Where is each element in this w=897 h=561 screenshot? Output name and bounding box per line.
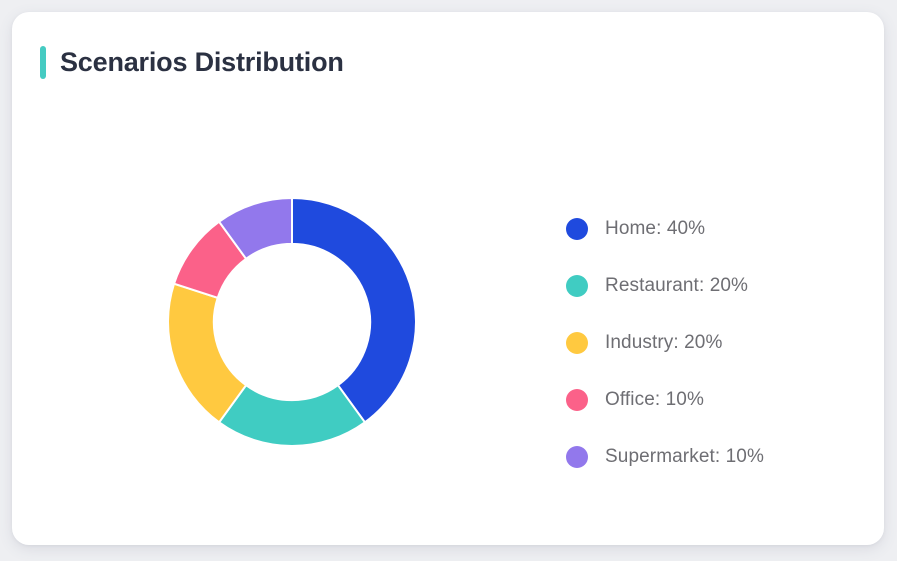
legend-swatch-icon	[566, 217, 588, 240]
donut-chart: Home: 40%Restaurant: 20%Industry: 20%Off…	[162, 192, 422, 452]
donut-slice-group: Home: 40%Restaurant: 20%Industry: 20%Off…	[167, 196, 417, 447]
legend-item-supermarket[interactable]: Supermarket: 10%	[566, 428, 764, 485]
legend-swatch-icon	[566, 445, 588, 468]
legend-swatch-icon	[566, 274, 588, 297]
legend-item-office[interactable]: Office: 10%	[566, 371, 764, 428]
legend-item-label: Supermarket: 10%	[605, 445, 764, 467]
page-title: Scenarios Distribution	[60, 47, 344, 77]
donut-slice-industry[interactable]: Industry: 20%	[167, 282, 248, 424]
card-header: Scenarios Distribution	[40, 46, 344, 79]
donut-slice-restaurant[interactable]: Restaurant: 20%	[217, 383, 367, 447]
donut-slice-supermarket[interactable]: Supermarket: 10%	[217, 196, 293, 261]
legend-item-label: Home: 40%	[605, 217, 706, 239]
chart-legend: Home: 40% Restaurant: 20% Industry: 20% Off…	[566, 200, 764, 485]
legend-item-home[interactable]: Home: 40%	[566, 200, 764, 257]
legend-item-industry[interactable]: Industry: 20%	[566, 314, 764, 371]
donut-slice-home[interactable]: Home: 40%	[291, 196, 417, 424]
legend-item-label: Industry: 20%	[605, 331, 723, 353]
legend-swatch-icon	[566, 331, 588, 354]
donut-chart-svg: Home: 40%Restaurant: 20%Industry: 20%Off…	[167, 196, 417, 447]
chart-body: Home: 40% Restaurant: 20% Industry: 20% Off…	[12, 140, 884, 520]
legend-item-label: Office: 10%	[605, 388, 704, 410]
legend-item-restaurant[interactable]: Restaurant: 20%	[566, 257, 764, 314]
scenarios-distribution-card: Scenarios Distribution Home: 40% Restaura…	[12, 12, 884, 545]
legend-item-label: Restaurant: 20%	[605, 274, 749, 296]
legend-swatch-icon	[566, 388, 588, 411]
title-accent-bar	[40, 46, 46, 79]
